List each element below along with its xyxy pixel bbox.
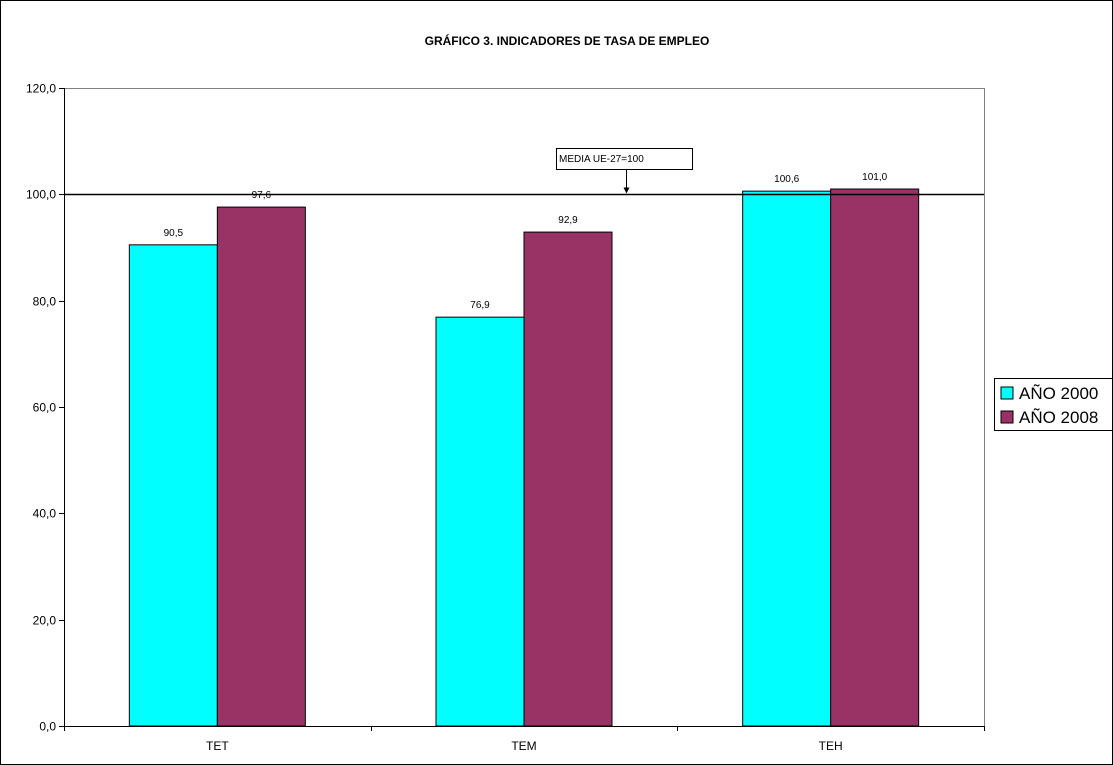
x-tick-label: TEM: [511, 739, 536, 753]
bar: [216, 206, 306, 727]
legend-label: AÑO 2000: [1019, 384, 1098, 403]
y-tick-label: 20,0: [33, 614, 57, 628]
bar: [830, 188, 920, 727]
x-tick-label: TET: [206, 739, 229, 753]
legend-swatch: [1000, 410, 1014, 424]
y-tick-label: 0,0: [39, 720, 56, 734]
bar-data-label: 76,9: [470, 300, 490, 311]
legend-swatch: [1000, 386, 1014, 400]
legend-box: [994, 378, 1113, 431]
bar-data-label: 100,6: [774, 174, 799, 185]
x-tick-label: TEH: [819, 739, 843, 753]
axes-layer: 0,0 20,0 40,0 60,0 80,0 100,0 120,0 TET TEM TEH: [26, 82, 985, 753]
reference-arrow-head: [623, 187, 630, 194]
bar: [742, 190, 832, 727]
legend-label: AÑO 2008: [1019, 408, 1098, 427]
bar-data-label: 92,9: [558, 215, 578, 226]
reference-label: MEDIA UE-27=100: [559, 154, 644, 165]
bar-data-label: 97,6: [252, 190, 272, 201]
legend: AÑO 2000 AÑO 2008: [994, 378, 1113, 431]
bars-layer: [128, 188, 920, 727]
y-tick-label: 60,0: [33, 401, 57, 415]
y-tick-label: 40,0: [33, 507, 57, 521]
bar: [523, 231, 613, 727]
bar-data-label: 90,5: [164, 228, 184, 239]
chart-title: GRÁFICO 3. INDICADORES DE TASA DE EMPLEO: [425, 33, 710, 48]
y-tick-label: 80,0: [33, 295, 57, 309]
reference-label-box: [556, 148, 693, 170]
data-labels-layer: 90,5 97,6 76,9 92,9 100,6 101,0: [164, 172, 888, 311]
bar: [128, 244, 218, 727]
bar: [435, 316, 525, 727]
y-tick-label: 100,0: [26, 188, 56, 202]
reference-layer: MEDIA UE-27=100: [64, 148, 984, 196]
y-tick-label: 120,0: [26, 82, 56, 96]
bar-data-label: 101,0: [862, 172, 887, 183]
